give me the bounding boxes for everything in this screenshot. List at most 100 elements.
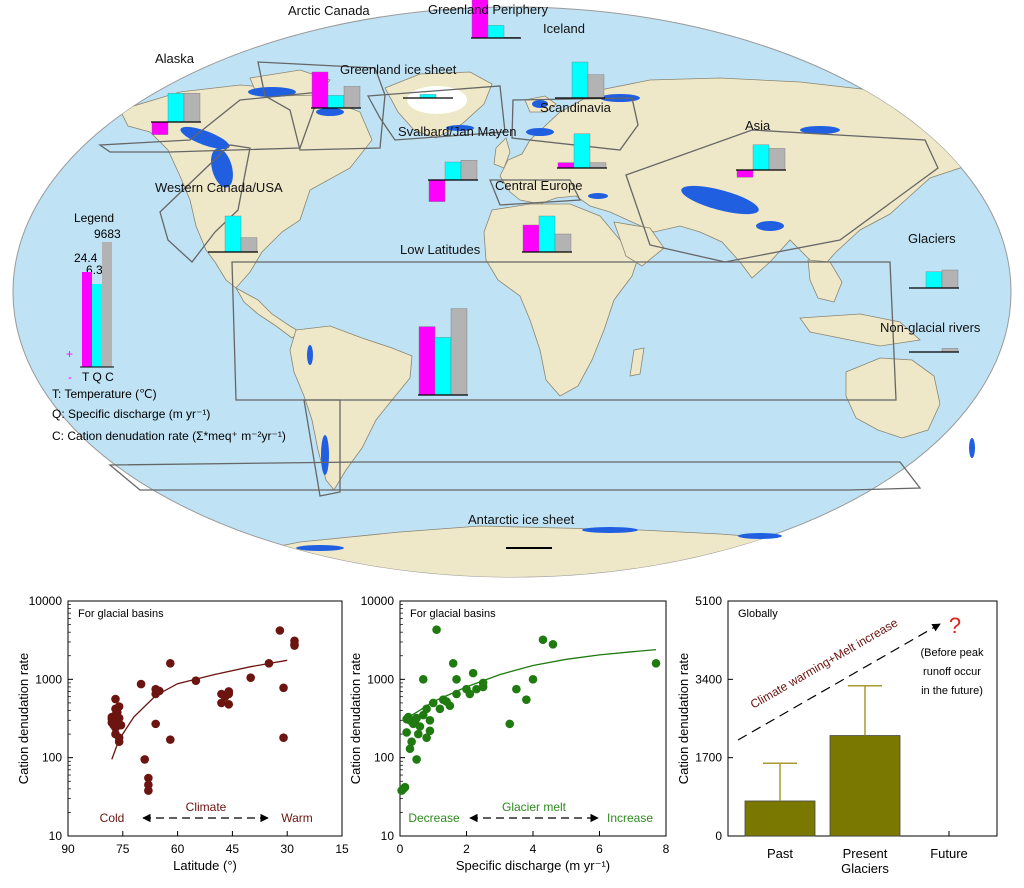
note-line: (Before peak	[921, 647, 984, 659]
region-bar-q	[444, 161, 462, 181]
y-tick-label: 1000	[367, 672, 394, 686]
data-point	[478, 682, 488, 692]
data-point	[114, 702, 124, 711]
y-tick-label: 1000	[35, 672, 62, 686]
region-bar-c	[587, 74, 605, 99]
region-labels: Alaska Arctic Canada Greenland Periphery…	[155, 2, 981, 527]
map-legend: Legend 9683 24.4 6.39 + - T Q C T: Tempe…	[52, 211, 286, 443]
legend-bar-q	[92, 284, 102, 367]
data-point	[407, 737, 416, 746]
data-point	[425, 726, 435, 736]
region-bar-q	[224, 215, 242, 253]
y-tick-label: 10	[49, 829, 63, 843]
data-point	[418, 675, 428, 684]
region-chart-iceland	[555, 61, 605, 99]
region-charts	[151, 0, 959, 396]
region-bar-c	[768, 148, 786, 171]
y-tick-label: 10000	[361, 594, 395, 608]
y-axis-label: Cation denudation rate	[16, 653, 31, 785]
question-mark: ?	[949, 613, 961, 638]
data-point	[279, 683, 288, 693]
region-chart-glaciers	[909, 269, 959, 289]
region-chart-alaska	[151, 92, 201, 135]
data-point	[472, 684, 481, 694]
data-point	[512, 684, 521, 694]
data-point	[165, 659, 175, 668]
data-point	[402, 728, 411, 737]
region-chart-greenland-ice-sheet	[403, 94, 453, 99]
region-bar-t	[418, 326, 436, 396]
data-point	[264, 659, 274, 668]
annotation-left: Decrease	[408, 811, 460, 825]
data-point	[151, 719, 160, 729]
y-tick-label: 100	[374, 751, 394, 765]
plot-frame	[399, 600, 667, 837]
region-bar-q	[487, 25, 505, 39]
data-point	[191, 676, 201, 686]
region-chart-scandinavia	[557, 133, 607, 169]
legend-bar-t	[82, 272, 92, 367]
region-bar-c	[554, 233, 572, 253]
region-bar-q	[573, 133, 591, 169]
land-australia	[845, 357, 941, 439]
x-tick-label: 75	[116, 842, 130, 856]
outline-arctic-canada	[257, 61, 386, 151]
note-line: runoff occur	[923, 666, 981, 678]
data-point	[290, 641, 299, 650]
x-tick-label: 4	[530, 842, 537, 856]
y-axis-label: Cation denudation rate	[348, 653, 363, 785]
x-axis-label: Latitude (°)	[173, 858, 237, 873]
x-tick-label: 6	[596, 842, 603, 856]
data-point	[435, 704, 445, 714]
data-point	[405, 744, 415, 754]
data-point	[136, 679, 146, 689]
land-south-america	[289, 325, 413, 491]
x-tick-label: 60	[171, 842, 185, 856]
data-point	[415, 722, 425, 731]
region-bar-t	[428, 179, 446, 202]
region-label-iceland: Iceland	[543, 21, 585, 36]
region-bar-c	[240, 237, 258, 253]
data-point	[114, 713, 124, 723]
data-point	[111, 694, 120, 704]
region-bar-q	[434, 337, 452, 396]
region-bar-t	[311, 71, 329, 109]
annotation-right: Warm	[281, 811, 313, 825]
x-axis-label: Specific discharge (m yr⁻¹)	[456, 858, 610, 873]
data-point	[548, 640, 558, 649]
data-point	[116, 720, 126, 730]
region-label-antarctic-ice-sheet: Antarctic ice sheet	[468, 512, 575, 527]
y-tick-label: 5100	[695, 594, 722, 608]
data-point	[538, 635, 548, 645]
region-label-svalbard: Svalbard/Jan Mayen	[398, 124, 517, 139]
legend-minus: -	[68, 370, 72, 384]
data-point	[114, 733, 124, 742]
legend-plus: +	[66, 347, 73, 361]
data-point	[425, 715, 435, 725]
x-tick-label: 30	[281, 842, 295, 856]
data-point	[422, 704, 431, 714]
region-bar-c	[941, 269, 959, 289]
y-tick-label: 100	[42, 751, 62, 765]
data-point	[465, 689, 475, 699]
region-label-greenland-periphery: Greenland Periphery	[428, 2, 548, 17]
region-bar-t	[557, 162, 575, 169]
outline-greenland	[366, 85, 506, 141]
data-point	[651, 659, 661, 668]
legend-bar-c	[102, 242, 112, 367]
panel-title: For glacial basins	[410, 608, 496, 620]
x-tick-label: 8	[663, 842, 670, 856]
data-point	[452, 689, 461, 699]
legend-q-desc: Q: Specific discharge (m yr⁻¹)	[52, 407, 210, 421]
data-point	[428, 698, 438, 708]
data-point	[246, 673, 255, 682]
x-category-label: Past	[767, 846, 793, 861]
x-tick-label: 15	[335, 842, 349, 856]
data-point	[412, 713, 421, 723]
region-chart-western-canada-usa	[208, 215, 258, 253]
x-tick-label: 90	[61, 842, 75, 856]
region-label-low-latitudes: Low Latitudes	[400, 242, 481, 257]
region-bar-t	[736, 169, 754, 178]
outline-alaska	[98, 91, 321, 153]
data-point	[144, 773, 153, 783]
